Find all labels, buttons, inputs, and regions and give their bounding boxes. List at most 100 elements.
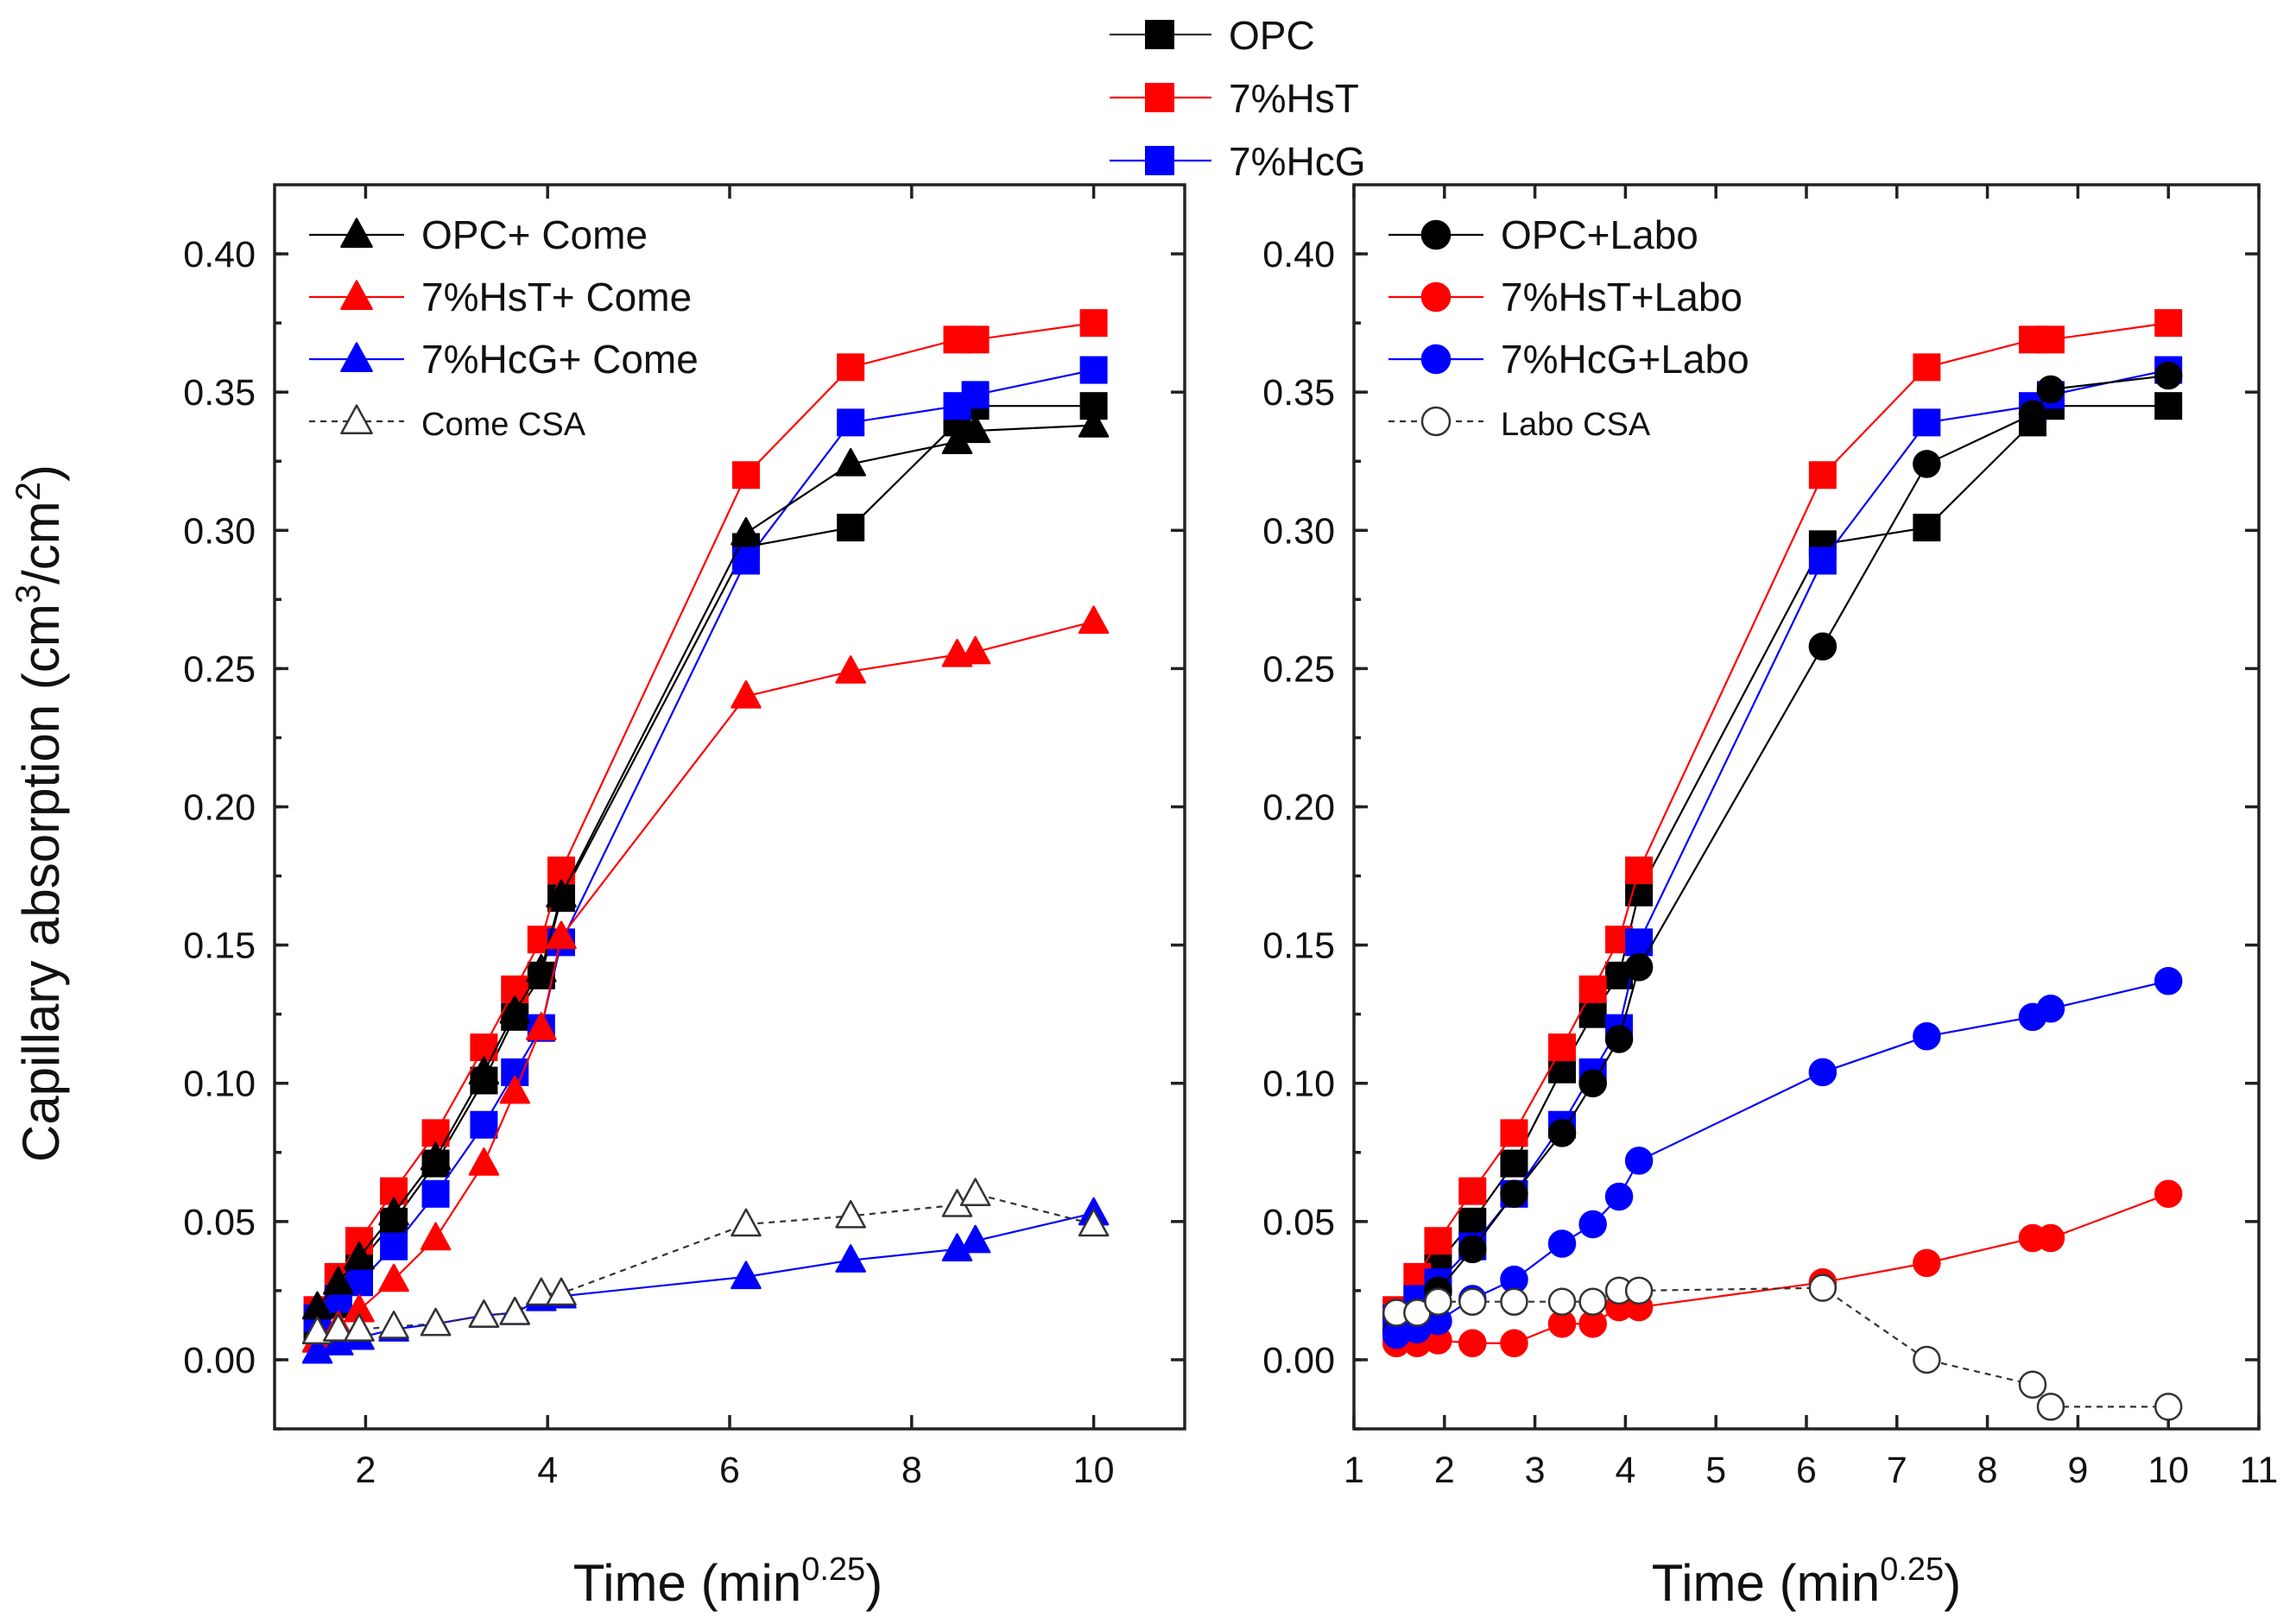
y-tick-label: 0.30 xyxy=(1262,510,1335,552)
data-point-7pcthst xyxy=(1578,975,1607,1003)
data-point-7pcthcg-plus-come xyxy=(301,1335,333,1364)
data-point-opc-plus-labo xyxy=(2154,361,2183,390)
data-point-opc-plus-labo xyxy=(1624,952,1654,982)
top-legend-marker-7pcthcg xyxy=(1145,146,1174,175)
data-point-come-csa xyxy=(959,1178,991,1206)
data-point-7pcthcg xyxy=(421,1179,450,1208)
legend-marker-opc-plus-come xyxy=(340,218,373,249)
y-tick-label: 0.20 xyxy=(183,787,256,829)
data-point-7pcthcg-plus-labo xyxy=(2036,995,2065,1023)
legend-marker-7pcthcg-plus-come xyxy=(340,342,373,373)
x-tick-label: 6 xyxy=(1796,1450,1817,1491)
x-tick-label: 9 xyxy=(2067,1450,2088,1491)
series-7pcthcg xyxy=(303,356,1108,1332)
data-point-7pcthcg-plus-labo xyxy=(1808,1058,1837,1087)
data-point-7pcthcg-plus-labo xyxy=(1604,1182,1634,1211)
data-point-opc-plus-labo xyxy=(1500,1179,1528,1209)
data-point-7pcthcg-plus-labo xyxy=(1547,1229,1577,1258)
legend-label-7pcthcg-plus-come: 7%HcG+ Come xyxy=(421,337,699,382)
y-tick-label: 0.15 xyxy=(183,926,256,967)
series-7pcthcg-plus-come xyxy=(301,1197,1110,1364)
series-line-opc-plus-come xyxy=(316,424,1094,1308)
x-tick-label: 2 xyxy=(1434,1450,1455,1491)
data-point-come-csa xyxy=(546,1277,577,1306)
data-point-opc-plus-come xyxy=(468,1056,500,1085)
top-legend-label-7pcthcg: 7%HcG xyxy=(1229,139,1365,184)
y-tick-label: 0.00 xyxy=(1262,1340,1335,1381)
data-point-labo-csa xyxy=(1424,1287,1452,1316)
x-tick-label: 7 xyxy=(1887,1450,1907,1491)
data-point-7pcthst xyxy=(1458,1177,1487,1205)
legend-label-7pcthcg-plus-labo: 7%HcG+Labo xyxy=(1501,337,1749,382)
y-tick-label: 0.35 xyxy=(1262,372,1335,414)
y-axis-title-sup2: 2 xyxy=(9,482,47,501)
data-point-7pcthst xyxy=(1079,309,1108,338)
data-point-come-csa xyxy=(344,1313,375,1342)
data-point-7pcthst-plus-come xyxy=(731,679,762,709)
x-axis-title-right-main: Time (min xyxy=(1652,1554,1880,1612)
data-point-come-csa xyxy=(420,1307,452,1336)
data-point-7pcthst-plus-come xyxy=(959,635,991,665)
data-point-labo-csa xyxy=(2036,1393,2065,1421)
data-point-opc xyxy=(2154,392,2183,420)
data-point-7pcthcg-plus-come xyxy=(731,1261,762,1290)
x-tick-label: 5 xyxy=(1705,1450,1726,1491)
data-point-7pcthst-plus-labo xyxy=(1913,1248,1941,1278)
y-axis-title-end: ) xyxy=(12,464,70,482)
data-point-opc-plus-labo xyxy=(1547,1119,1577,1147)
data-point-opc-plus-come xyxy=(1078,409,1110,438)
x-tick-label: 2 xyxy=(355,1450,376,1491)
legend-marker-7pcthcg-plus-labo xyxy=(1420,344,1452,375)
legend-label-7pcthst-plus-labo: 7%HsT+Labo xyxy=(1501,275,1743,319)
series-opc-plus-come xyxy=(301,409,1110,1320)
data-point-7pcthst-plus-come xyxy=(468,1147,500,1176)
data-point-7pcthst xyxy=(961,325,990,354)
data-point-opc xyxy=(1500,1149,1528,1178)
y-axis-title-mid: /cm xyxy=(12,501,70,585)
legend-marker-7pcthst-plus-come xyxy=(340,280,373,311)
data-point-7pcthcg-plus-labo xyxy=(1578,1210,1607,1239)
y-tick-label: 0.00 xyxy=(183,1340,256,1381)
data-point-opc xyxy=(1458,1207,1487,1235)
data-point-7pcthcg-plus-labo xyxy=(2154,966,2183,995)
series-come-csa xyxy=(301,1178,1110,1345)
data-point-opc-plus-come xyxy=(344,1241,375,1270)
y-tick-label: 0.20 xyxy=(1262,787,1335,829)
x-tick-label: 3 xyxy=(1525,1450,1546,1491)
data-point-7pcthst xyxy=(2154,309,2183,338)
data-point-come-csa xyxy=(1078,1208,1110,1237)
data-point-opc-plus-labo xyxy=(1578,1069,1607,1097)
data-point-7pcthst-plus-come xyxy=(835,655,866,684)
series-labo-csa xyxy=(1382,1273,2183,1421)
y-tick-label: 0.25 xyxy=(1262,648,1335,690)
x-tick-label: 4 xyxy=(1615,1450,1635,1491)
x-tick-label: 10 xyxy=(1073,1450,1115,1491)
data-point-7pcthst xyxy=(837,353,865,382)
data-point-labo-csa xyxy=(1808,1273,1837,1302)
x-tick-label: 8 xyxy=(1977,1450,1998,1491)
data-point-opc-plus-come xyxy=(835,447,866,477)
data-point-opc xyxy=(1913,514,1941,542)
data-point-7pcthst xyxy=(1625,856,1654,885)
data-point-opc-plus-come xyxy=(323,1266,354,1295)
data-point-come-csa xyxy=(835,1199,866,1229)
legend-label-opc-plus-come: OPC+ Come xyxy=(421,212,648,257)
data-point-opc-plus-come xyxy=(546,879,577,908)
y-axis-title: Capillary absorption (cm3/cm2) xyxy=(9,464,70,1162)
data-point-labo-csa xyxy=(1578,1287,1607,1316)
data-point-7pcthcg xyxy=(961,381,990,409)
x-tick-label: 11 xyxy=(2240,1450,2279,1491)
data-point-opc xyxy=(837,514,865,542)
y-tick-label: 0.40 xyxy=(1262,234,1335,275)
data-point-opc-plus-labo xyxy=(1458,1235,1487,1264)
x-tick-label: 1 xyxy=(1344,1450,1364,1491)
plot-frame xyxy=(273,183,1186,1431)
plot-frame xyxy=(1352,183,2261,1431)
data-point-labo-csa xyxy=(1458,1287,1487,1316)
legend-label-opc-plus-labo: OPC+Labo xyxy=(1501,212,1698,257)
data-point-7pcthst xyxy=(1424,1227,1452,1255)
legend-marker-labo-csa xyxy=(1420,406,1452,437)
x-axis-title-left-sup: 0.25 xyxy=(801,1551,865,1588)
series-7pcthcg-plus-labo xyxy=(1382,966,2183,1349)
